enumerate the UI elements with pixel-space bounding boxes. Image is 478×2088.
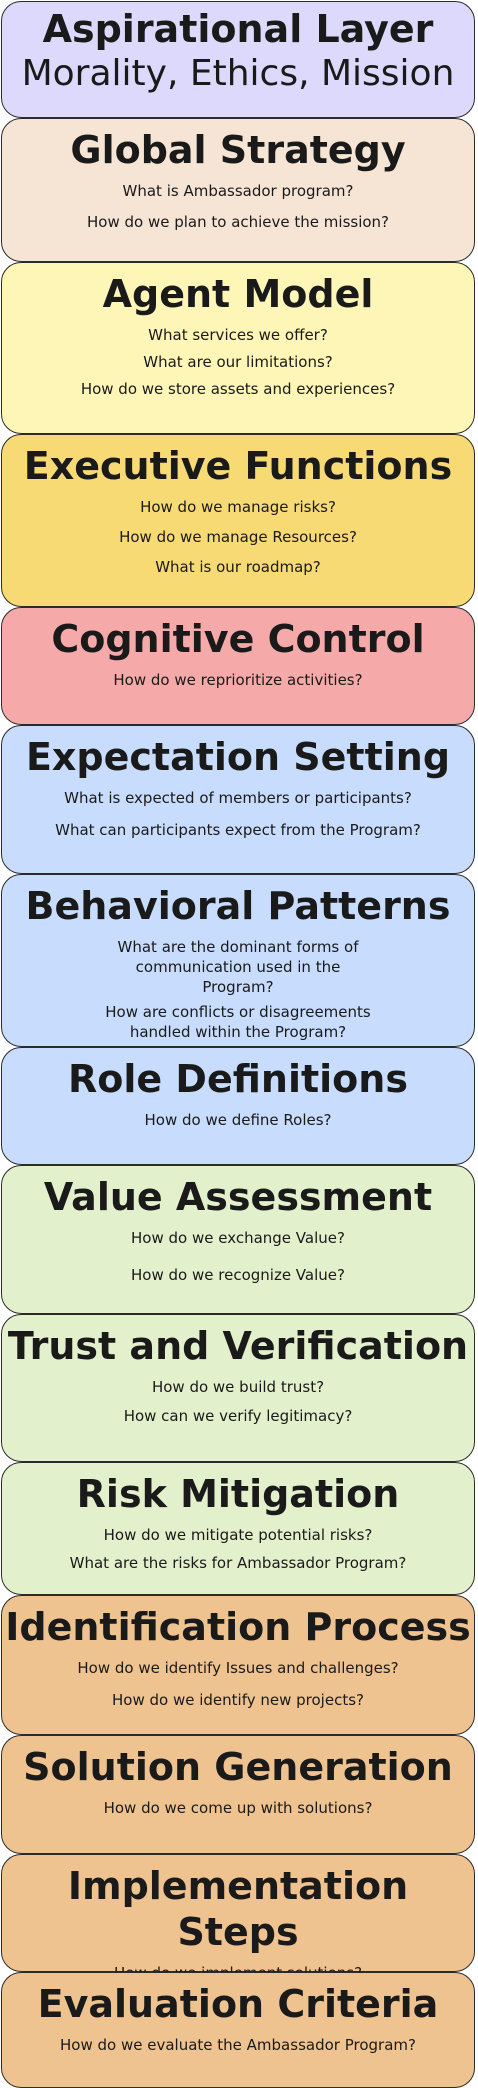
layer-title: Expectation Setting <box>25 735 451 779</box>
layer-question: What services we offer? <box>148 326 328 344</box>
layer-question: How do we identify new projects? <box>112 1691 364 1709</box>
layer-question: How do we define Roles? <box>144 1111 332 1129</box>
layer-question: How do we identify Issues and challenges… <box>77 1659 399 1677</box>
layer-question: How do we plan to achieve the mission? <box>86 213 390 231</box>
layer-cognitive-control: Cognitive Control How do we reprioritize… <box>1 607 475 725</box>
layer-trust-verification: Trust and Verification How do we build t… <box>1 1314 475 1462</box>
layer-aspirational: Aspirational Layer Morality, Ethics, Mis… <box>1 1 475 118</box>
layer-question: How do we mitigate potential risks? <box>103 1526 373 1544</box>
layer-question: What are the dominant forms of communica… <box>117 938 359 996</box>
layer-evaluation-criteria: Evaluation Criteria How do we evaluate t… <box>1 1972 475 2088</box>
layer-question: How do we reprioritize activities? <box>113 671 363 689</box>
layer-title: Behavioral Patterns <box>25 884 451 928</box>
layer-identification-process: Identification Process How do we identif… <box>1 1595 475 1735</box>
layer-title: Executive Functions <box>23 444 453 488</box>
layer-title: Agent Model <box>102 272 374 316</box>
layer-risk-mitigation: Risk Mitigation How do we mitigate poten… <box>1 1462 475 1595</box>
layer-executive-functions: Executive Functions How do we manage ris… <box>1 434 475 607</box>
layer-question: What can participants expect from the Pr… <box>55 821 421 839</box>
layer-title: Evaluation Criteria <box>37 1982 439 2026</box>
layer-role-definitions: Role Definitions How do we define Roles? <box>1 1047 475 1165</box>
layer-solution-generation: Solution Generation How do we come up wi… <box>1 1735 475 1854</box>
layer-title: Role Definitions <box>68 1057 408 1101</box>
layer-behavioral-patterns: Behavioral Patterns What are the dominan… <box>1 874 475 1047</box>
layer-title: Trust and Verification <box>7 1324 469 1368</box>
layer-global-strategy: Global Strategy What is Ambassador progr… <box>1 118 475 262</box>
layer-question: How do we manage Resources? <box>119 528 357 546</box>
layer-question: How do we recognize Value? <box>131 1266 345 1284</box>
layer-agent-model: Agent Model What services we offer? What… <box>1 262 475 434</box>
layer-question: How do we store assets and experiences? <box>80 380 396 398</box>
layer-title: Aspirational Layer <box>42 7 434 51</box>
layer-title: Risk Mitigation <box>76 1472 400 1516</box>
layer-title: Value Assessment <box>43 1175 433 1219</box>
layer-title: Solution Generation <box>23 1745 453 1789</box>
layer-question: What is our roadmap? <box>155 558 321 576</box>
layer-question: How do we exchange Value? <box>131 1229 345 1247</box>
layer-question: How can we verify legitimacy? <box>123 1407 353 1425</box>
layer-question: What are the risks for Ambassador Progra… <box>69 1554 407 1572</box>
layer-expectation-setting: Expectation Setting What is expected of … <box>1 725 475 874</box>
layer-title: Implementation Steps <box>67 1864 409 1954</box>
layer-question: How do we manage risks? <box>140 498 336 516</box>
layer-title: Identification Process <box>5 1605 471 1649</box>
layer-question: How are conflicts or disagreements handl… <box>105 1003 371 1041</box>
layer-title: Global Strategy <box>70 128 406 172</box>
layer-value-assessment: Value Assessment How do we exchange Valu… <box>1 1165 475 1314</box>
layer-title: Cognitive Control <box>51 617 425 661</box>
layer-question: How do we evaluate the Ambassador Progra… <box>60 2036 416 2054</box>
layer-question: How do we build trust? <box>151 1378 325 1396</box>
layer-question: What is expected of members or participa… <box>64 789 412 807</box>
layer-question: What is Ambassador program? <box>122 182 354 200</box>
layer-subtitle: Morality, Ethics, Mission <box>21 53 455 94</box>
layer-question: What are our limitations? <box>143 353 333 371</box>
layer-implementation-steps: Implementation Steps How do we implement… <box>1 1854 475 1982</box>
layer-question: How do we come up with solutions? <box>103 1799 373 1817</box>
